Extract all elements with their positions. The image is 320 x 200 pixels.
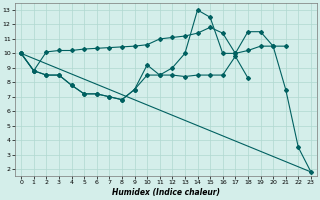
X-axis label: Humidex (Indice chaleur): Humidex (Indice chaleur) bbox=[112, 188, 220, 197]
